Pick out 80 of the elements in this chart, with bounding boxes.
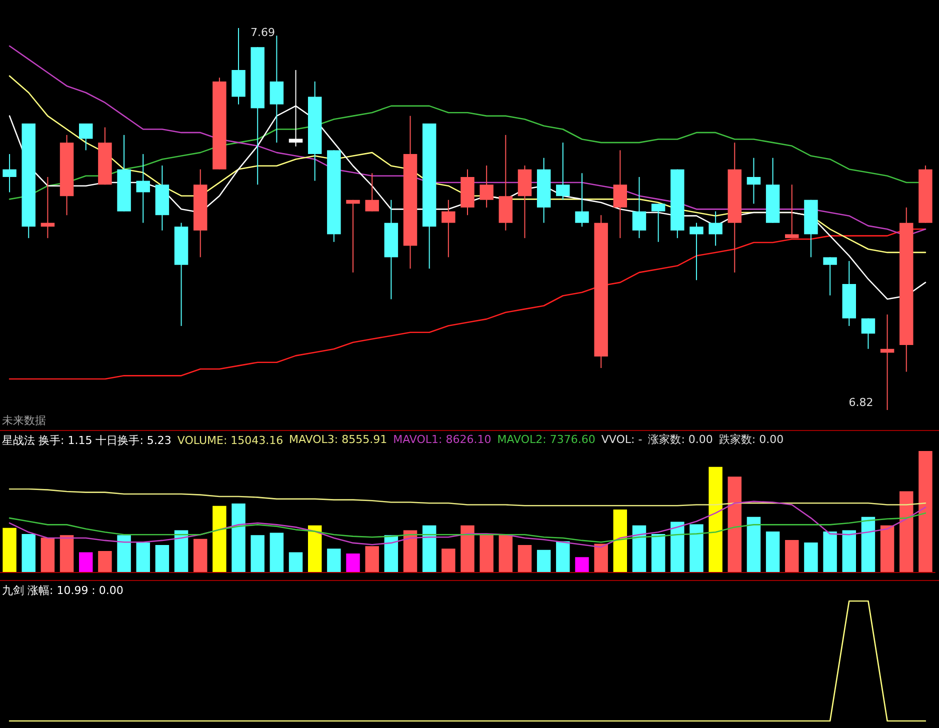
text: MAVOL3: 8555.91: [289, 433, 388, 446]
bar: [212, 506, 226, 573]
candlestick: [746, 157, 761, 204]
bar: [98, 551, 112, 573]
bar: [861, 516, 876, 573]
text: 涨家数: 0.00: [648, 433, 713, 446]
candlestick: [556, 142, 570, 200]
candlestick: [575, 172, 589, 228]
text: 未来数据: [2, 414, 46, 427]
candlestick: [365, 172, 379, 212]
bar: [746, 516, 761, 573]
candlestick: [708, 210, 722, 246]
candlestick: [346, 199, 360, 273]
bar: [365, 546, 379, 573]
bar: [460, 525, 474, 573]
bar: [79, 552, 93, 573]
candlestick: [861, 318, 876, 350]
bar: [632, 525, 646, 573]
text: VVOL: -: [601, 433, 642, 446]
annotation: 7.69: [250, 26, 276, 39]
bar: [900, 491, 914, 573]
bar: [728, 476, 742, 573]
candlestick: [823, 256, 837, 296]
candlestick: [2, 154, 16, 193]
bar: [708, 466, 722, 573]
bar: [536, 550, 551, 573]
candlestick: [79, 123, 93, 151]
text: MAVOL2: 7376.60: [497, 433, 596, 446]
bar: [422, 525, 436, 573]
bar: [613, 510, 628, 573]
bar: [117, 535, 131, 573]
bar: [232, 503, 246, 573]
bar: [250, 535, 264, 573]
candlestick: [40, 176, 55, 239]
bar: [288, 552, 303, 573]
candlestick: [442, 199, 456, 258]
text: MAVOL1: 8626.10: [393, 433, 492, 446]
candlestick: [136, 154, 150, 224]
bar: [670, 522, 684, 573]
bar: [690, 524, 704, 573]
bar: [40, 538, 55, 573]
bar: [556, 541, 570, 573]
bar: [136, 542, 150, 573]
bar: [498, 534, 513, 573]
bar: [60, 535, 74, 573]
bar: [346, 553, 360, 573]
annotation: 6.82: [848, 396, 874, 409]
bar: [918, 451, 932, 573]
bar: [766, 532, 780, 573]
candlestick: [880, 314, 894, 410]
bar: [384, 535, 398, 573]
bar: [442, 548, 456, 573]
bar: [785, 540, 799, 573]
bar: [518, 544, 532, 573]
bar: [480, 534, 494, 573]
bar: [2, 528, 16, 573]
bar: [823, 532, 837, 573]
bar: [594, 544, 608, 573]
bar: [193, 538, 208, 573]
bar: [575, 557, 589, 573]
candlestick: [785, 184, 799, 239]
candlestick: [690, 222, 704, 281]
bar: [327, 548, 341, 573]
text: 跌家数: 0.00: [718, 433, 784, 446]
candlestick: [480, 165, 494, 208]
bar: [270, 532, 284, 573]
bar: [651, 534, 666, 573]
candlestick: [632, 176, 646, 239]
bar: [804, 542, 818, 573]
bar: [22, 534, 36, 573]
bar: [155, 544, 170, 573]
bar: [880, 525, 894, 573]
chart-title: 九剑 涨幅: 10.99 : 0.00: [2, 584, 124, 597]
candlestick: [270, 35, 284, 144]
chart-title: 星战法 换手: 1.15 十日换手: 5.23: [2, 434, 172, 447]
candlestick: [613, 150, 628, 239]
bar: [308, 525, 322, 573]
bar: [842, 530, 856, 573]
text: VOLUME: 15043.16: [177, 434, 284, 447]
candlestick: [651, 203, 666, 242]
